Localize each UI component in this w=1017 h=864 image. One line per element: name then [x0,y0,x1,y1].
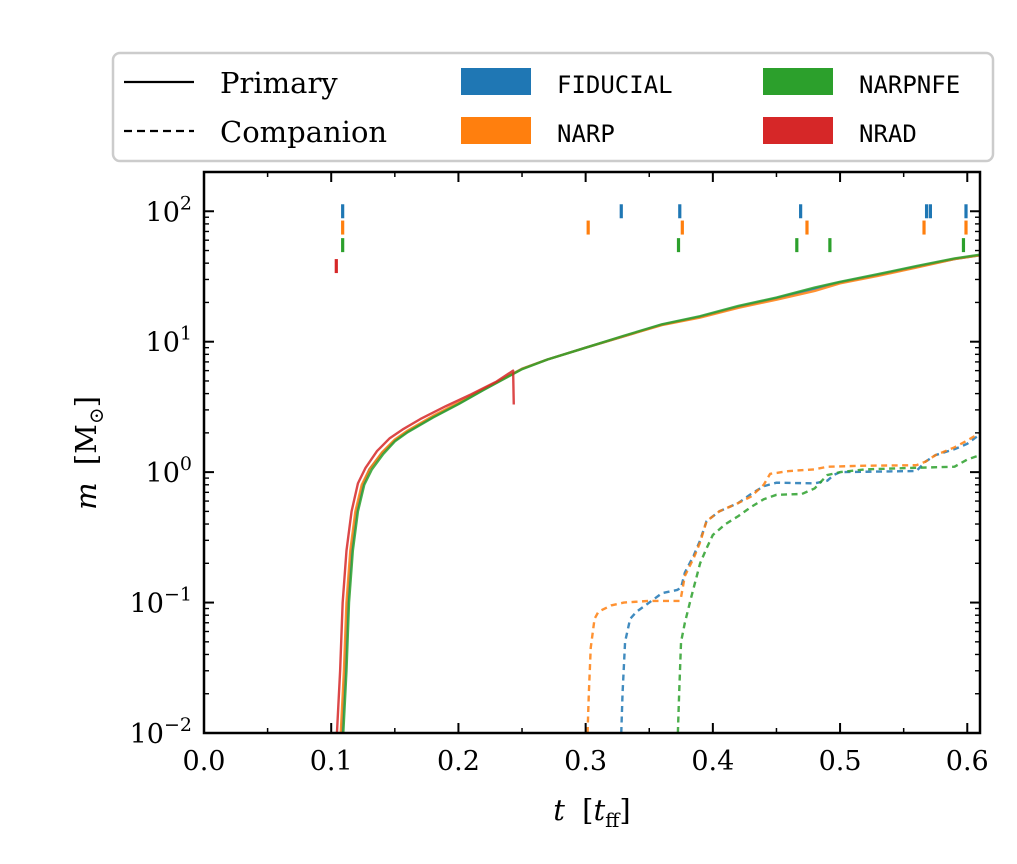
y-tick-label-exp-3: 1 [180,323,192,345]
legend-swatch-nrad [763,117,833,144]
series-line-narpnfe-primary [342,253,980,733]
x-tick-label-2: 0.2 [437,746,480,777]
x-axis-label-sub: ff [605,808,621,832]
series-line-narp-companion [586,431,980,733]
legend-swatch-narp [461,117,531,144]
x-tick-label-5: 0.5 [819,746,862,777]
x-tick-label-4: 0.4 [691,746,734,777]
y-tick-label-exp-4: 2 [180,192,192,214]
y-tick-label-exp-1: −1 [164,584,192,606]
plot-frame [202,170,982,735]
x-axis-label-close: ] [619,793,630,827]
y-tick-label-0: 10−2 [130,714,192,750]
legend-swatch-narpnfe [763,68,833,95]
x-tick-label-6: 0.6 [946,746,989,777]
series-line-nrad-primary [335,369,515,733]
legend-label-primary: Primary [220,66,338,100]
legend-label-companion: Companion [220,115,387,149]
x-axis-label-var: t [553,793,565,827]
event-ticks-layer [334,204,968,274]
y-tick-label-base-4: 10 [146,197,180,228]
y-tick-label-base-0: 10 [130,719,164,750]
x-tick-label-3: 0.3 [564,746,607,777]
legend-label-narpnfe: NARPNFE [859,71,960,99]
x-tick-label-0: 0.0 [183,746,226,777]
y-tick-label-base-1: 10 [130,589,164,620]
legend-swatch-fiducial [461,68,531,95]
legend-label-nrad: NRAD [859,120,917,148]
x-axis-label-unit: t [594,793,606,827]
y-tick-label-2: 100 [146,453,192,489]
legend-label-narp: NARP [557,120,615,148]
y-axis-label-var: m [69,482,103,510]
y-tick-label-exp-2: 0 [180,453,192,475]
y-axis-label-open: [ [69,454,103,465]
x-axis-label-open: [ [582,793,593,827]
series-layer [335,253,980,733]
y-axis-label-sub: ⊙ [84,407,108,424]
y-axis-label-close: ] [69,396,103,407]
y-tick-label-4: 102 [146,192,192,228]
y-tick-label-3: 101 [146,323,192,359]
x-tick-label-1: 0.1 [310,746,353,777]
x-axis-label: t [tff] [553,793,630,832]
y-tick-label-exp-0: −2 [164,714,192,736]
y-tick-label-base-2: 10 [146,458,180,489]
y-tick-label-base-3: 10 [146,328,180,359]
y-axis-label-unit: M [69,424,103,454]
y-tick-label-1: 10−1 [130,584,192,620]
y-axis-label: m [M⊙] [69,396,108,510]
series-line-narpnfe-companion [676,453,980,733]
legend: Primary Companion FIDUCIAL NARP NARPNFE … [111,51,995,163]
legend-label-fiducial: FIDUCIAL [557,71,673,99]
